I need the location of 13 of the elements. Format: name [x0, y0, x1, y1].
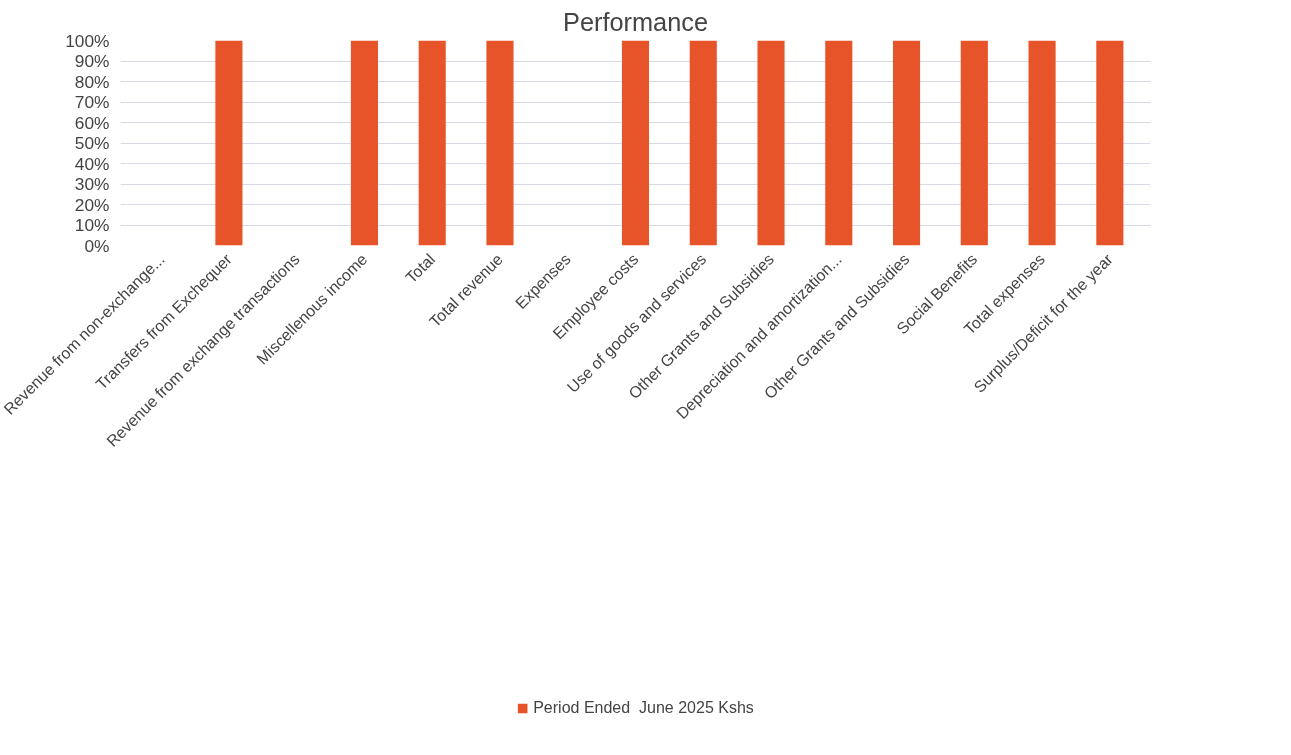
- y-tick-label: 20%: [74, 194, 110, 215]
- y-tick-label: 40%: [74, 153, 110, 174]
- y-tick-label: 100%: [65, 30, 110, 51]
- y-tick-label: 0%: [84, 235, 110, 256]
- chart-title: Performance: [563, 7, 708, 36]
- y-tick-label: 50%: [74, 133, 110, 153]
- y-tick-label: 30%: [74, 174, 110, 194]
- y-tick-label: 10%: [74, 215, 110, 235]
- y-tick-label: 80%: [74, 71, 110, 92]
- y-tick-label: 90%: [74, 51, 110, 71]
- y-tick-label: 60%: [74, 112, 110, 133]
- legend-label: Period Ended June 2025 Kshs: [533, 699, 754, 717]
- y-tick-label: 70%: [74, 92, 110, 112]
